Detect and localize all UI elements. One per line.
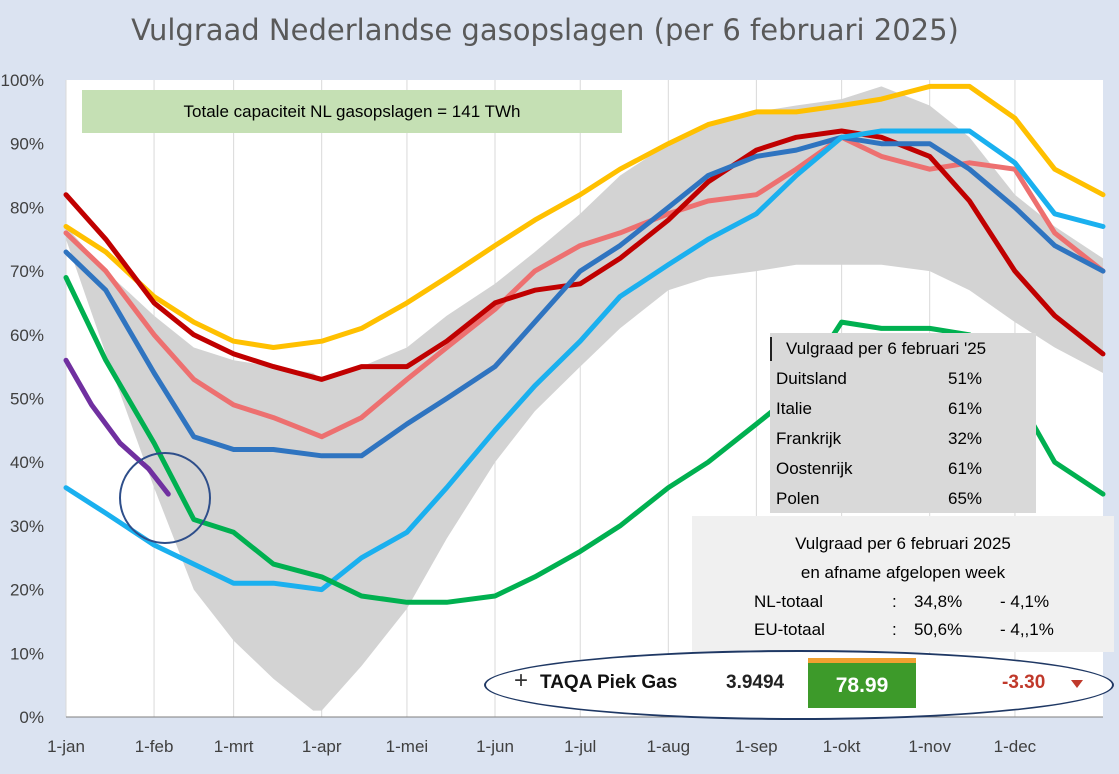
y-tick-label: 40% <box>10 453 44 472</box>
y-tick-label: 70% <box>10 262 44 281</box>
country-value: 61% <box>948 399 983 418</box>
series-line-2 <box>63 128 1106 382</box>
country-name: Oostenrijk <box>776 459 853 478</box>
eu-label: EU-totaal <box>754 620 825 639</box>
nl-label: NL-totaal <box>754 592 823 611</box>
x-tick-label: 1-apr <box>302 737 342 756</box>
y-tick-label: 80% <box>10 198 44 217</box>
summary-line-2: en afname afgelopen week <box>800 563 1006 582</box>
series-line-1 <box>63 134 1106 440</box>
y-tick-label: 90% <box>10 135 44 154</box>
x-tick-label: 1-okt <box>823 737 861 756</box>
country-name: Duitsland <box>776 369 847 388</box>
x-tick-label: 1-feb <box>135 737 174 756</box>
series-line-5 <box>63 275 1106 605</box>
eu-change: - 4,,1% <box>1000 620 1054 639</box>
country-value: 61% <box>948 459 983 478</box>
country-row: Polen 65% <box>776 489 1026 517</box>
eu-value: 50,6% <box>914 620 963 639</box>
x-tick-label: 1-dec <box>994 737 1037 756</box>
summary-line-1: Vulgraad per 6 februari 2025 <box>795 534 1011 553</box>
country-table: Vulgraad per 6 februari '25 Duitsland 51… <box>770 333 1036 513</box>
country-table-marker <box>770 337 772 361</box>
summary-box: Vulgraad per 6 februari 2025 en afname a… <box>692 516 1114 652</box>
chart-title: Vulgraad Nederlandse gasopslagen (per 6 … <box>131 13 959 47</box>
series-line-3 <box>63 134 1106 459</box>
country-value: 32% <box>948 429 983 448</box>
country-row: Frankrijk 32% <box>776 429 1026 457</box>
range-band <box>66 86 1103 711</box>
y-tick-label: 30% <box>10 517 44 536</box>
ticker-change: -3.30 <box>1002 672 1046 693</box>
ticker-name: TAQA Piek Gas <box>540 672 678 693</box>
country-value: 51% <box>948 369 983 388</box>
country-name: Italie <box>776 399 812 418</box>
series-line-4 <box>63 128 1106 593</box>
down-triangle-icon <box>1071 680 1083 688</box>
capacity-note: Totale capaciteit NL gasopslagen = 141 T… <box>82 90 622 133</box>
x-tick-label: 1-jan <box>47 737 85 756</box>
highlight-circle <box>119 452 211 544</box>
band-layer <box>66 86 1103 711</box>
x-tick-label: 1-aug <box>647 737 690 756</box>
nl-sep: : <box>892 592 897 611</box>
y-tick-label: 100% <box>1 71 44 90</box>
series-line-0 <box>63 83 1106 350</box>
x-tick-labels: 1-jan 1-feb 1-mrt 1-apr 1-mei 1-jun 1-jul 1-aug… <box>47 737 1037 756</box>
y-tick-label: 0% <box>19 708 44 727</box>
country-value: 65% <box>948 489 983 508</box>
nl-change: - 4,1% <box>1000 592 1050 611</box>
country-name: Frankrijk <box>776 429 842 448</box>
y-tick-label: 10% <box>10 644 44 663</box>
x-tick-label: 1-sep <box>735 737 778 756</box>
country-table-header: Vulgraad per 6 februari '25 <box>786 339 987 358</box>
x-tick-label: 1-mrt <box>214 737 254 756</box>
series-layer <box>63 83 1106 605</box>
y-tick-label: 60% <box>10 326 44 345</box>
ticker-fill-value: 78.99 <box>835 674 889 697</box>
ticker-oval-outline <box>484 650 1114 720</box>
plus-icon[interactable]: + <box>514 667 529 694</box>
eu-sep: : <box>892 620 897 639</box>
x-tick-label: 1-jul <box>564 737 596 756</box>
y-tick-label: 20% <box>10 581 44 600</box>
series-line-6 <box>63 357 171 497</box>
x-tick-label: 1-jun <box>476 737 514 756</box>
y-tick-labels: 0% 10% 20% 30% 40% 50% 60% 70% 80% 90% 100% <box>1 71 44 727</box>
ticker-price: 3.9494 <box>726 672 785 693</box>
y-tick-label: 50% <box>10 390 44 409</box>
country-row: Duitsland 51% <box>776 369 1026 397</box>
taqa-ticker[interactable]: + TAQA Piek Gas 3.9494 78.99 -3.30 <box>484 650 1116 720</box>
nl-value: 34,8% <box>914 592 963 611</box>
ticker-fill-box: 78.99 <box>808 658 916 708</box>
country-row: Oostenrijk 61% <box>776 459 1026 487</box>
country-row: Italie 61% <box>776 399 1026 427</box>
x-tick-label: 1-mei <box>386 737 429 756</box>
x-tick-label: 1-nov <box>908 737 951 756</box>
country-name: Polen <box>776 489 820 508</box>
